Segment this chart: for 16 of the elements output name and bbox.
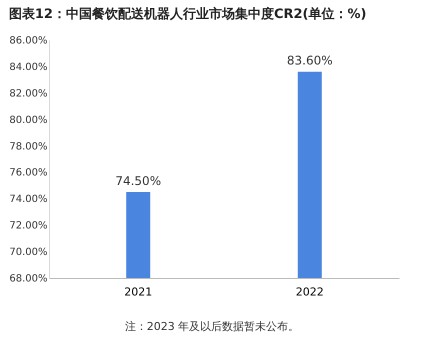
y-tick-label: 70.00%: [9, 247, 48, 258]
text: 注：2023 年及以后数据暂未公布。: [124, 319, 300, 334]
y-tick-label: 84.00%: [9, 62, 48, 73]
chart-title: 图表12：中国餐饮配送机器人行业市场集中度CR2(单位：%): [8, 6, 366, 22]
x-tick-label: 2021: [124, 286, 152, 298]
y-tick-label: 86.00%: [9, 36, 48, 46]
y-tick-label: 78.00%: [9, 141, 48, 152]
y-tick-label: 72.00%: [9, 220, 48, 232]
y-tick-label: 80.00%: [9, 114, 48, 126]
y-tick-label: 82.00%: [9, 88, 48, 100]
data-label: 83.60%: [286, 54, 333, 68]
y-tick-label: 76.00%: [9, 168, 48, 179]
x-tick-label: 2022: [296, 286, 324, 298]
y-tick-label: 68.00%: [9, 274, 48, 284]
data-label: 74.50%: [115, 174, 162, 188]
y-tick-label: 74.00%: [9, 194, 48, 206]
